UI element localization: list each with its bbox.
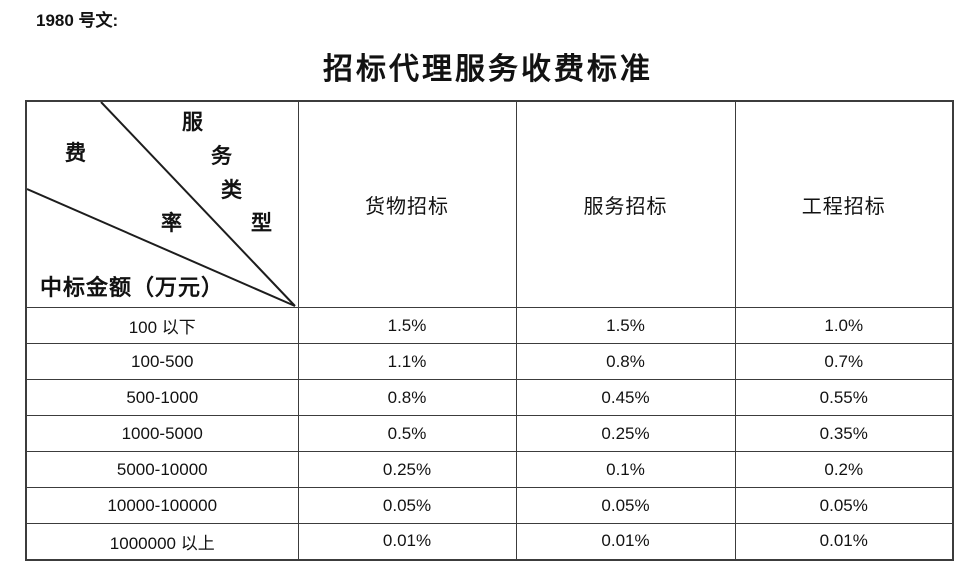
corner-label-rate-char-2: 率 — [161, 211, 182, 235]
table-row: 100-500 1.1% 0.8% 0.7% — [25, 343, 954, 380]
fee-cell: 0.5% — [297, 415, 517, 452]
fee-cell: 0.1% — [515, 451, 736, 488]
column-header-goods: 货物招标 — [297, 100, 517, 308]
diagonal-corner: 服 务 类 型 费 率 中标金额（万元） — [27, 102, 297, 307]
header-row: 服 务 类 型 费 率 中标金额（万元） 货物招标 服务招标 工程招标 — [25, 100, 954, 308]
row-label: 5000-10000 — [25, 451, 299, 488]
corner-label-rate-char-1: 费 — [65, 141, 86, 165]
table-row: 1000000 以上 0.01% 0.01% 0.01% — [25, 523, 954, 560]
fee-cell: 0.25% — [515, 415, 736, 452]
row-label: 500-1000 — [25, 379, 299, 416]
fee-cell: 0.01% — [297, 523, 517, 560]
row-label: 100-500 — [25, 343, 299, 380]
fee-cell: 0.05% — [515, 487, 736, 524]
fee-cell: 0.55% — [734, 379, 954, 416]
corner-header-cell: 服 务 类 型 费 率 中标金额（万元） — [25, 100, 299, 308]
fee-cell: 0.8% — [297, 379, 517, 416]
fee-cell: 0.01% — [734, 523, 954, 560]
row-label: 1000-5000 — [25, 415, 299, 452]
fee-cell: 0.45% — [515, 379, 736, 416]
row-label: 1000000 以上 — [25, 523, 299, 560]
fee-standard-table: 服 务 类 型 费 率 中标金额（万元） 货物招标 服务招标 工程招标 100 … — [25, 100, 954, 561]
fee-cell: 0.05% — [297, 487, 517, 524]
fee-cell: 0.25% — [297, 451, 517, 488]
fee-cell: 0.7% — [734, 343, 954, 380]
fee-cell: 0.2% — [734, 451, 954, 488]
table-row: 100 以下 1.5% 1.5% 1.0% — [25, 307, 954, 344]
row-label: 10000-100000 — [25, 487, 299, 524]
corner-label-amount: 中标金额（万元） — [40, 275, 225, 300]
fee-cell: 0.35% — [734, 415, 954, 452]
fee-cell: 0.01% — [515, 523, 736, 560]
table-row: 500-1000 0.8% 0.45% 0.55% — [25, 379, 954, 416]
corner-label-service-char-4: 型 — [251, 211, 272, 235]
corner-label-service-char-2: 务 — [211, 144, 232, 168]
page-title: 招标代理服务收费标准 — [323, 53, 653, 86]
fee-cell: 1.5% — [515, 307, 736, 344]
column-header-engineering: 工程招标 — [734, 100, 954, 308]
corner-label-service-char-1: 服 — [182, 110, 203, 134]
table-row: 10000-100000 0.05% 0.05% 0.05% — [25, 487, 954, 524]
table-row: 5000-10000 0.25% 0.1% 0.2% — [25, 451, 954, 488]
column-header-services: 服务招标 — [515, 100, 736, 308]
diagonal-lines — [27, 102, 296, 307]
table-row: 1000-5000 0.5% 0.25% 0.35% — [25, 415, 954, 452]
fee-cell: 1.0% — [734, 307, 954, 344]
row-label: 100 以下 — [25, 307, 299, 344]
fee-cell: 1.1% — [297, 343, 517, 380]
fee-cell: 0.05% — [734, 487, 954, 524]
fee-cell: 0.8% — [515, 343, 736, 380]
document-reference: 1980 号文: — [36, 11, 119, 30]
corner-label-service-char-3: 类 — [221, 178, 242, 202]
fee-cell: 1.5% — [297, 307, 517, 344]
